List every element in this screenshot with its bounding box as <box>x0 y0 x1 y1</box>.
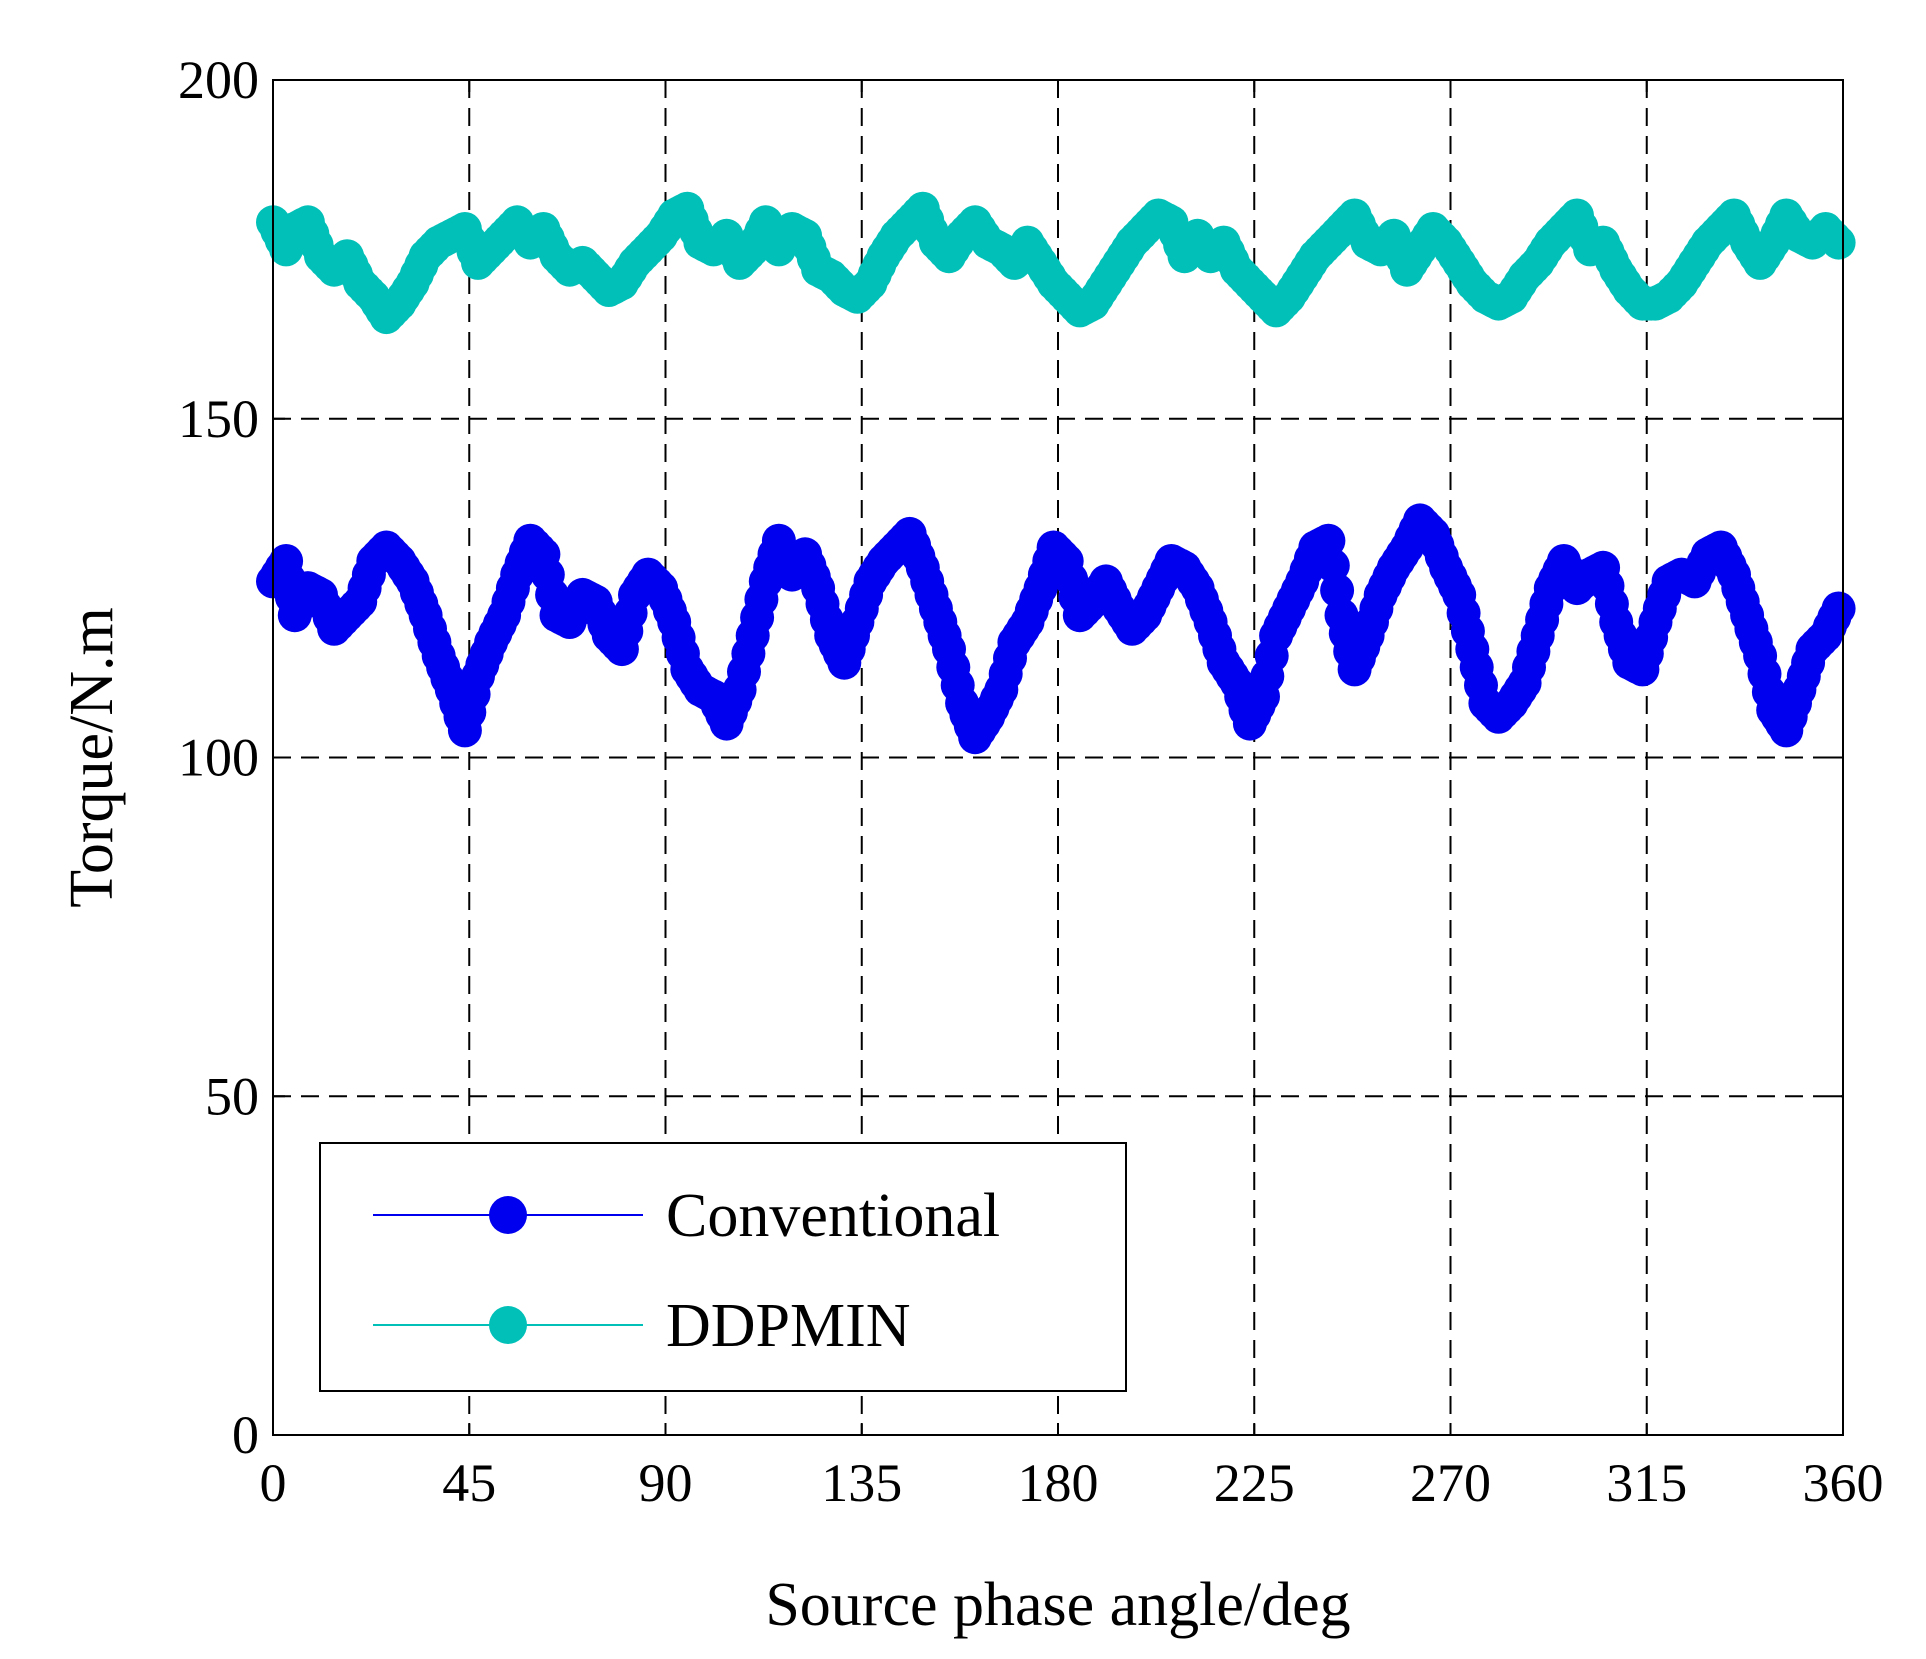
x-axis-title: Source phase angle/deg <box>765 1571 1350 1639</box>
legend: Conventional DDPMIN <box>319 1142 1127 1392</box>
legend-label-ddpmin: DDPMIN <box>666 1292 911 1360</box>
y-tick-label: 100 <box>178 728 259 788</box>
x-tick-label: 270 <box>1410 1453 1491 1513</box>
x-tick-label: 90 <box>639 1453 693 1513</box>
x-tick-label: 180 <box>1018 1453 1099 1513</box>
y-axis-title: Torque/N.m <box>58 607 126 907</box>
x-tick-label: 360 <box>1803 1453 1884 1513</box>
legend-label-conventional: Conventional <box>666 1182 1000 1250</box>
legend-marker-conventional <box>489 1196 527 1234</box>
data-point-conventional <box>1821 591 1856 626</box>
legend-marker-ddpmin <box>489 1306 527 1344</box>
x-tick-label: 135 <box>821 1453 902 1513</box>
y-tick-label: 0 <box>232 1405 259 1465</box>
series-ddpmin <box>256 191 1856 335</box>
y-tick-label: 200 <box>178 50 259 110</box>
legend-box <box>319 1142 1127 1392</box>
axis-ticks: 0 45 90 135 180 225 270 315 360 0 50 100 150 200 <box>178 50 1884 1513</box>
series-conventional <box>256 503 1856 755</box>
x-tick-label: 315 <box>1606 1453 1687 1513</box>
data-point-ddpmin <box>1821 225 1856 260</box>
y-tick-label: 150 <box>178 389 259 449</box>
y-tick-label: 50 <box>205 1066 259 1126</box>
x-tick-label: 0 <box>260 1453 287 1513</box>
x-tick-label: 225 <box>1214 1453 1295 1513</box>
series-group <box>256 191 1856 755</box>
x-tick-label: 45 <box>442 1453 496 1513</box>
